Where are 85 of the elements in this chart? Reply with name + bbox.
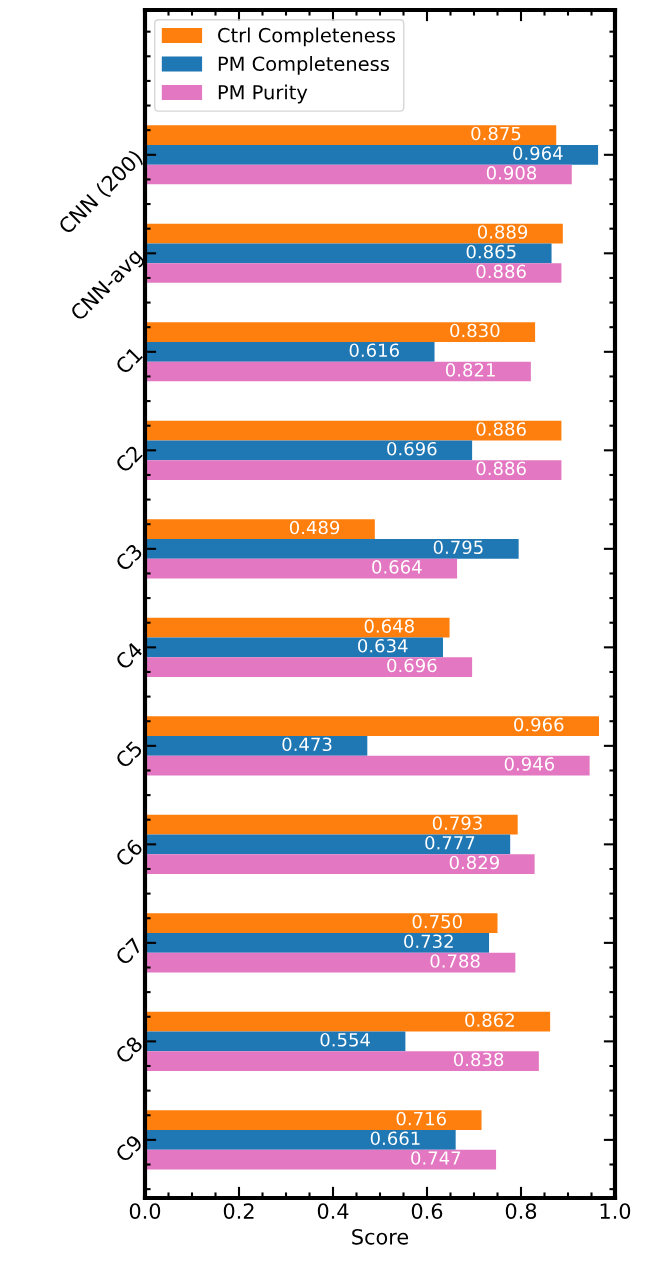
y-tick-label: C7 [114, 937, 144, 966]
data-label: 0.946 [504, 757, 555, 771]
legend-label: Ctrl Completeness [218, 27, 396, 47]
y-tick-label: C2 [114, 444, 143, 474]
bar [145, 1031, 406, 1052]
bar [145, 361, 531, 382]
bar [145, 755, 590, 776]
bar [145, 933, 490, 953]
data-label: 0.865 [466, 244, 516, 259]
data-label: 0.886 [476, 422, 526, 436]
data-label: 0.886 [476, 461, 526, 476]
data-label: 0.966 [514, 717, 564, 732]
bar [145, 519, 375, 539]
x-tick-label: 0.0 [129, 1203, 161, 1219]
data-label: 0.830 [450, 323, 500, 338]
bar [145, 716, 600, 736]
data-label: 0.554 [320, 1032, 370, 1047]
bar [145, 341, 435, 362]
data-label: 0.750 [412, 914, 462, 929]
bar [145, 637, 443, 658]
bar [145, 1051, 539, 1071]
data-label: 0.829 [449, 855, 499, 870]
data-label: 0.795 [433, 540, 483, 555]
bar [145, 460, 562, 480]
data-label: 0.473 [282, 737, 332, 752]
y-tick-label: C6 [114, 838, 144, 868]
bar [145, 263, 562, 283]
bar [145, 657, 473, 677]
data-label: 0.788 [430, 954, 480, 968]
data-label: 0.862 [465, 1013, 514, 1027]
data-label: 0.889 [477, 225, 528, 239]
data-label: 0.838 [453, 1052, 504, 1067]
data-label: 0.732 [404, 934, 453, 949]
y-tick-label: C3 [114, 543, 144, 572]
data-label: 0.793 [432, 816, 482, 830]
data-label: 0.908 [486, 166, 537, 180]
x-tick-label: 1.0 [600, 1203, 631, 1219]
bar [145, 736, 368, 756]
x-axis-title: Score [352, 1228, 409, 1245]
bar [145, 1110, 482, 1131]
bar [145, 164, 572, 185]
bar [145, 125, 557, 145]
data-label: 0.777 [425, 835, 475, 850]
bar [145, 440, 473, 461]
bar [145, 1149, 497, 1170]
legend-label: PM Completeness [218, 56, 389, 75]
bar [145, 322, 536, 342]
data-label: 0.661 [370, 1131, 420, 1146]
data-label: 0.634 [358, 638, 408, 653]
x-tick-label: 0.8 [505, 1203, 537, 1219]
bar [145, 223, 563, 244]
legend-label: PM Purity [218, 84, 308, 104]
bar [145, 243, 552, 264]
bar [145, 144, 599, 165]
bar [145, 1011, 551, 1032]
y-tick-label: C4 [114, 641, 144, 671]
bar [145, 913, 498, 934]
x-tick-label: 0.6 [411, 1203, 443, 1219]
bar [145, 1130, 456, 1150]
y-tick-label: C9 [114, 1134, 144, 1163]
x-tick-label: 0.4 [317, 1203, 349, 1219]
bar [145, 814, 518, 835]
data-label: 0.875 [471, 126, 521, 141]
data-label: 0.964 [513, 146, 563, 161]
data-label: 0.664 [372, 560, 422, 574]
data-label: 0.489 [289, 520, 340, 535]
y-tick-label: C5 [114, 740, 144, 769]
y-tick-label: C8 [114, 1035, 144, 1065]
data-label: 0.648 [364, 619, 414, 633]
x-tick-label: 0.2 [223, 1203, 254, 1219]
bar [145, 952, 516, 973]
data-label: 0.886 [476, 264, 526, 279]
bar [145, 538, 519, 559]
data-label: 0.821 [445, 363, 495, 377]
data-label: 0.747 [411, 1151, 461, 1165]
data-label: 0.716 [396, 1111, 446, 1126]
bar [145, 834, 511, 855]
data-label: 0.696 [387, 441, 437, 456]
bar [145, 854, 535, 874]
data-label: 0.616 [349, 343, 399, 358]
bar [145, 420, 562, 441]
y-tick-label: C1 [114, 346, 144, 375]
data-label: 0.696 [387, 658, 437, 673]
bar [145, 617, 450, 638]
bar [145, 558, 458, 579]
